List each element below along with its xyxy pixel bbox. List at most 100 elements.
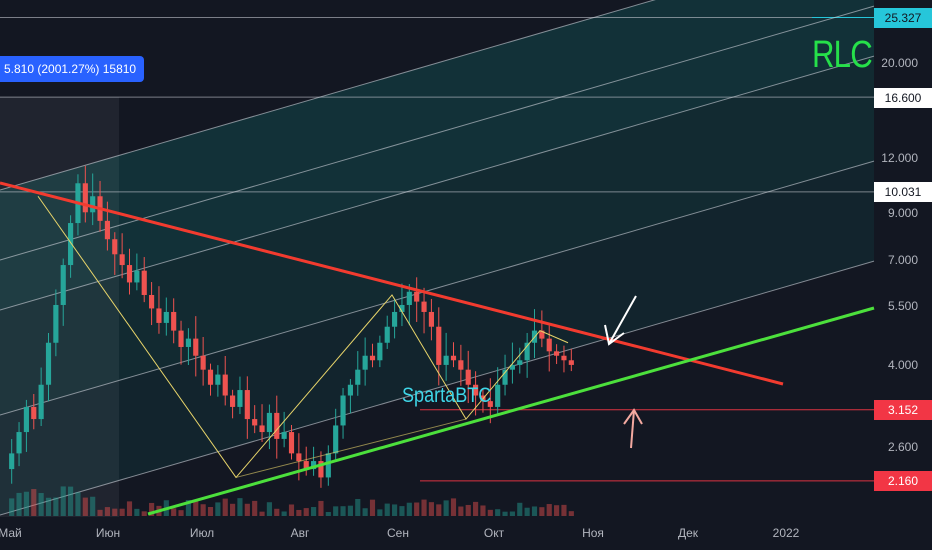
candle-body (406, 291, 412, 305)
volume-bar (16, 492, 22, 516)
x-tick-label: Июл (189, 526, 215, 540)
candle-body (377, 342, 383, 361)
volume-bar (318, 500, 324, 516)
volume-bar (325, 511, 331, 516)
candle-body (215, 374, 221, 385)
y-tick-label: 20.000 (881, 56, 918, 70)
volume-bar (259, 511, 265, 516)
volume-bar (517, 502, 523, 516)
candle-body (311, 461, 317, 470)
volume-bar (524, 507, 530, 516)
candle-body (509, 364, 515, 370)
candle-body (104, 220, 110, 240)
candle-body (68, 223, 74, 266)
volume-bar (296, 509, 302, 516)
ticker-title: RLC (812, 34, 873, 76)
volume-bar (185, 499, 191, 516)
volume-bar (112, 508, 118, 516)
volume-bar (252, 500, 258, 516)
candle-body (347, 384, 353, 396)
y-tick-label: 5.500 (887, 299, 918, 313)
price-tag-25327: 25.327 (874, 8, 932, 28)
candle-body (193, 338, 199, 356)
arrow-down (608, 295, 637, 345)
volume-bar (171, 508, 177, 516)
candle-body (207, 369, 214, 385)
candle-body (414, 291, 420, 302)
candle-body (546, 338, 552, 352)
candle-body (362, 355, 368, 370)
watermark: SpartaBTC (402, 384, 492, 407)
volume-bar (531, 506, 538, 516)
candle-body (60, 265, 66, 305)
candle-body (244, 390, 250, 420)
x-tick-label: Сен (387, 526, 409, 540)
volume-bar (244, 503, 250, 516)
candle-body (90, 196, 96, 213)
arrow-up-head (623, 408, 643, 425)
volume-bar (509, 511, 515, 516)
volume-bar (75, 492, 81, 516)
candle-body (473, 384, 479, 396)
volume-bar (23, 491, 29, 516)
horizontal-levels (0, 17, 874, 482)
candle-body (296, 453, 302, 462)
channel-line (0, 5, 875, 261)
candle-body (230, 395, 236, 407)
volume-bar (546, 504, 552, 516)
volume-bar (539, 507, 545, 516)
candle-body (200, 355, 206, 370)
candle-body (281, 432, 287, 439)
candle-body (436, 326, 442, 365)
volume-bar (193, 499, 199, 516)
x-tick-label: Авг (290, 526, 310, 540)
candle-body (53, 304, 59, 343)
volume-bar (487, 509, 493, 516)
candle-body (421, 301, 427, 312)
candle-body (163, 311, 169, 323)
annotation-arrows (604, 295, 643, 449)
candle-body (134, 270, 140, 283)
volume-bar (31, 489, 37, 516)
channel-band (0, 56, 874, 416)
volume-bar (141, 511, 147, 516)
volume-bar (428, 502, 434, 516)
candle-body (156, 308, 162, 323)
arrow-down-head (604, 324, 625, 346)
channel-line (0, 55, 875, 311)
candle-body (171, 311, 177, 331)
volume-bar (384, 503, 390, 516)
price-tag-16600: 16.600 (874, 88, 932, 108)
volume-bar (60, 486, 66, 516)
candle-body (112, 239, 118, 255)
volume-bar (281, 511, 287, 516)
volume-bar (495, 509, 501, 516)
volume-bar (421, 499, 427, 516)
support-line (147, 306, 875, 516)
volume-bar (53, 497, 59, 516)
candle-body (325, 453, 331, 478)
volume-bar (340, 506, 346, 516)
zigzag-line (235, 418, 467, 478)
candle-body (274, 412, 280, 439)
x-tick-label: Июн (95, 526, 121, 540)
x-tick-label: Ноя (582, 526, 604, 540)
volume-bar (561, 504, 567, 516)
volume-bar (200, 504, 206, 516)
candle-body (568, 360, 574, 365)
measure-shade (0, 97, 119, 517)
x-tick-label: Май (0, 526, 22, 540)
candle-body (458, 360, 464, 370)
volume-bar (399, 506, 405, 516)
volume-bar (104, 507, 110, 516)
resistance-line (0, 181, 784, 386)
volume-bar (377, 509, 383, 516)
volume-bar (126, 501, 133, 516)
candle-body (141, 270, 147, 295)
volume-bar (90, 496, 96, 516)
volume-bar (97, 509, 103, 516)
volume-bars (9, 486, 574, 516)
volume-bar (9, 498, 15, 516)
volume-bar (450, 498, 457, 516)
